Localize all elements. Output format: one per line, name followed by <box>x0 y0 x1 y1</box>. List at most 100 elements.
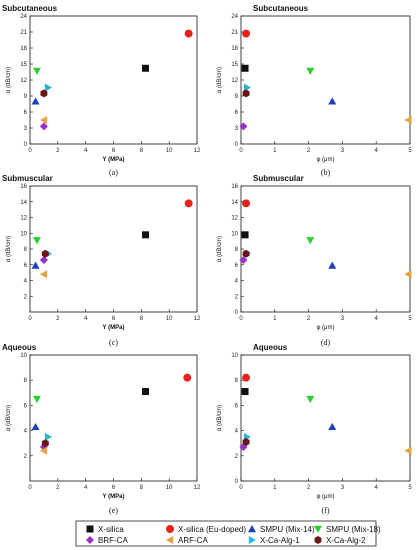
legend-item: SMPU (Mix-18) <box>314 525 381 534</box>
x-tick-label: 2 <box>56 148 60 154</box>
data-point <box>39 256 48 265</box>
y-tick-label: 8 <box>235 247 239 253</box>
data-point <box>39 446 48 455</box>
panel-caption: (a) <box>109 168 118 177</box>
panel-caption: (f) <box>322 506 330 515</box>
y-tick-label: 14 <box>20 200 27 206</box>
legend-marker <box>166 525 174 533</box>
y-tick-label: 6 <box>24 110 28 116</box>
x-tick-label: 4 <box>84 316 88 322</box>
legend-item: ARF-CA <box>166 536 208 545</box>
x-axis-label: Y (MPa) <box>103 325 125 331</box>
data-point <box>241 388 249 396</box>
legend-marker <box>86 536 94 544</box>
panel-title: Submuscular <box>2 174 53 183</box>
x-tick-label: 2 <box>307 316 311 322</box>
x-tick-label: 2 <box>56 316 60 322</box>
x-axis-label: φ (μm) <box>316 157 334 163</box>
x-tick-label: 8 <box>140 316 144 322</box>
data-point <box>44 432 53 441</box>
plot-frame <box>240 354 411 482</box>
y-tick-label: 4 <box>24 279 28 285</box>
x-tick-label: 2 <box>56 485 60 491</box>
y-tick-label: 3 <box>24 126 28 132</box>
legend-label: SMPU (Mix-14) <box>260 525 315 534</box>
y-tick-label: 6 <box>235 263 239 269</box>
y-tick-label: 4 <box>235 429 239 435</box>
y-tick-label: 12 <box>231 216 238 222</box>
x-tick-label: 10 <box>166 148 173 154</box>
x-tick-label: 0 <box>28 316 32 322</box>
legend-label: X-silica (Eu-doped) <box>178 525 246 534</box>
legend-label: BRF-CA <box>98 536 128 545</box>
y-tick-label: 21 <box>20 30 27 36</box>
y-tick-label: 21 <box>231 30 238 36</box>
legend-item: X-silica <box>86 525 124 534</box>
legend-box <box>75 520 377 547</box>
data-point <box>241 231 249 239</box>
data-point <box>242 249 250 258</box>
data-point <box>328 261 337 269</box>
x-tick-label: 0 <box>239 485 243 491</box>
y-tick-label: 2 <box>24 454 28 460</box>
x-tick-label: 1 <box>273 148 277 154</box>
legend-label: X-Ca-Alg-2 <box>326 536 366 545</box>
data-point <box>404 446 412 455</box>
plot-frame <box>240 15 411 145</box>
data-point <box>243 83 252 92</box>
x-tick-label: 6 <box>112 148 116 154</box>
plot-frame <box>240 185 411 313</box>
data-point <box>142 231 150 239</box>
y-tick-label: 0 <box>235 310 239 316</box>
x-tick-label: 3 <box>341 148 345 154</box>
data-point <box>31 422 40 431</box>
y-tick-label: 6 <box>24 403 28 409</box>
data-point <box>239 122 248 131</box>
y-tick-label: 2 <box>235 454 239 460</box>
y-tick-label: 0 <box>235 479 239 485</box>
data-point <box>40 89 48 98</box>
x-tick-label: 0 <box>28 485 32 491</box>
data-point <box>39 122 48 131</box>
legend-marker <box>166 536 174 544</box>
y-tick-label: 9 <box>24 94 28 100</box>
panel-caption: (e) <box>109 506 118 515</box>
data-point <box>242 437 250 446</box>
x-tick-label: 2 <box>307 148 311 154</box>
panel-title: Submuscular <box>253 174 304 183</box>
x-tick-label: 6 <box>112 316 116 322</box>
panel-title: Subcutaneous <box>2 4 58 13</box>
x-tick-label: 6 <box>112 485 116 491</box>
y-tick-label: 2 <box>235 294 239 300</box>
y-tick-label: 2 <box>24 294 28 300</box>
x-axis-label: φ (μm) <box>316 494 334 500</box>
data-point <box>404 270 412 279</box>
panel-title: Aqueous <box>2 343 37 352</box>
y-tick-label: 16 <box>231 184 238 190</box>
data-point <box>184 29 193 38</box>
y-tick-label: 0 <box>24 142 28 148</box>
plot-frame <box>29 185 198 313</box>
y-tick-label: 0 <box>235 142 239 148</box>
data-point <box>242 89 250 98</box>
x-tick-label: 4 <box>84 485 88 491</box>
data-point <box>44 83 53 92</box>
x-tick-label: 4 <box>375 316 379 322</box>
x-axis-label: φ (μm) <box>316 325 334 331</box>
data-point <box>32 237 41 245</box>
x-tick-label: 2 <box>307 485 311 491</box>
data-point <box>41 439 49 448</box>
y-tick-label: 18 <box>20 46 27 52</box>
x-tick-label: 8 <box>140 148 144 154</box>
data-point <box>39 270 48 279</box>
x-tick-label: 12 <box>194 316 201 322</box>
y-tick-label: 6 <box>235 110 239 116</box>
x-tick-label: 4 <box>375 485 379 491</box>
data-point <box>31 97 40 105</box>
chart-panel-c: 2 4 6 8 10 12 14 16 0 2 4 6 8 10 12 Submuscular α (dB/cm… <box>2 174 201 347</box>
y-axis-label: α (dB/cm) <box>217 236 223 262</box>
y-tick-label: 10 <box>20 231 27 237</box>
y-tick-label: 9 <box>235 94 239 100</box>
